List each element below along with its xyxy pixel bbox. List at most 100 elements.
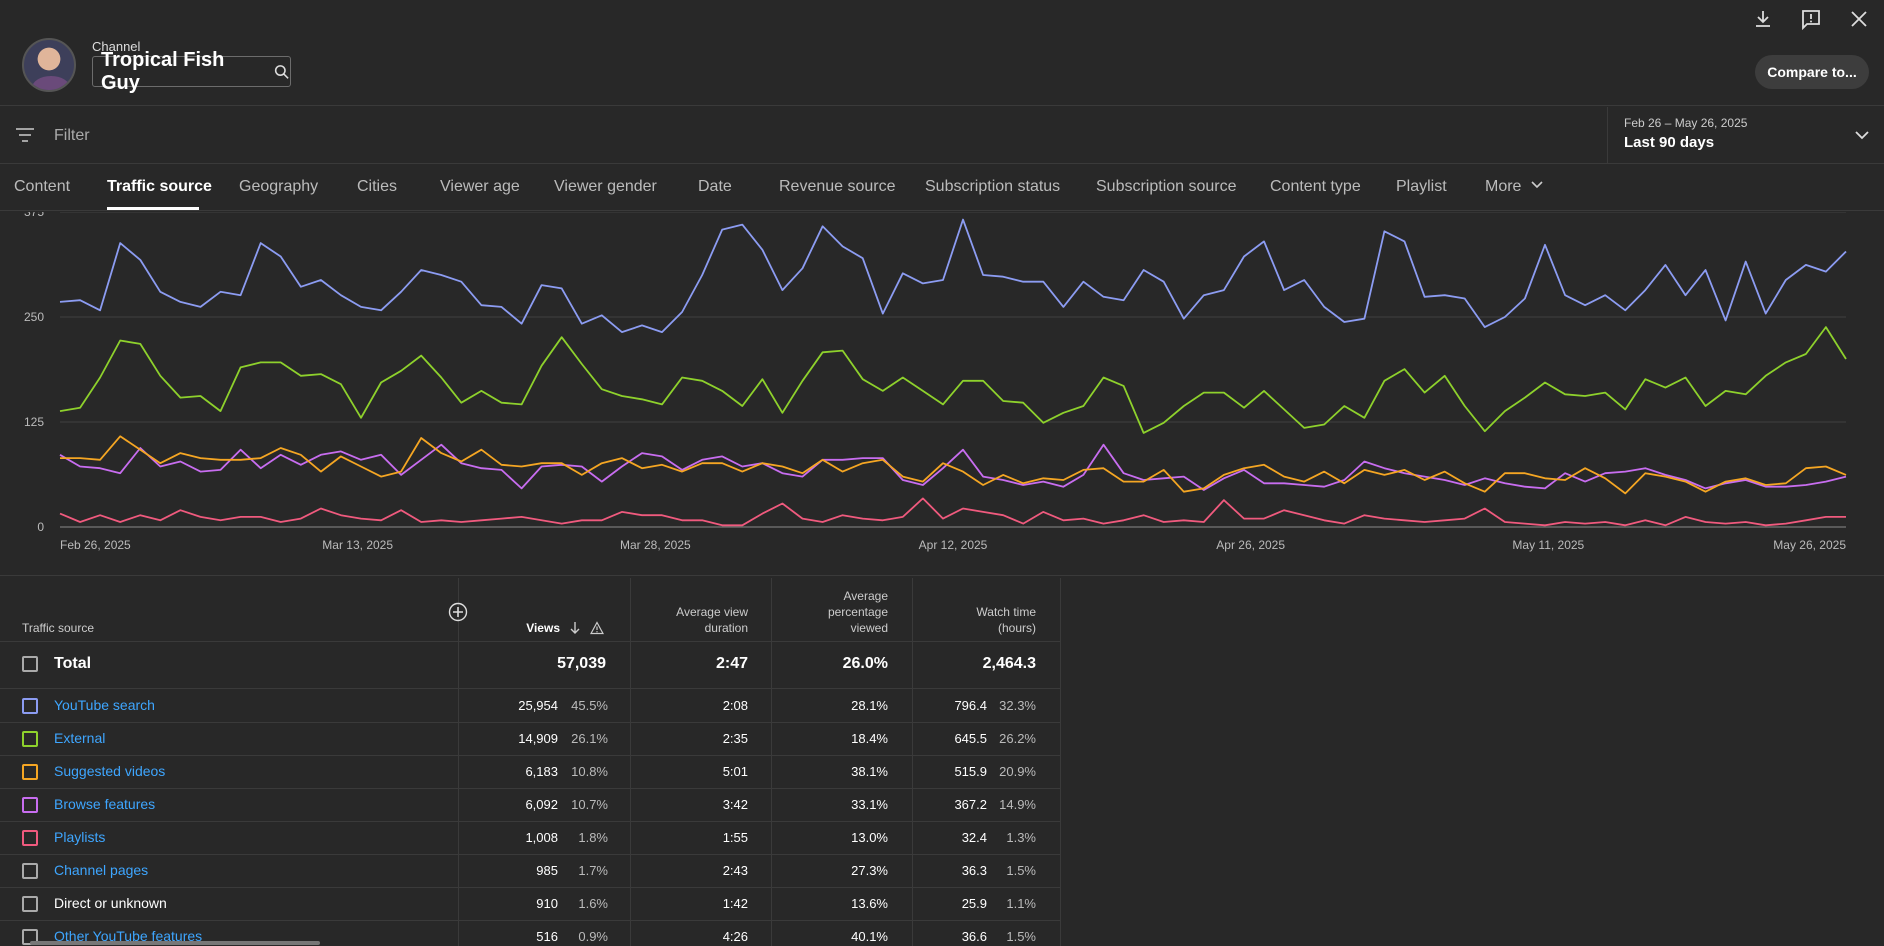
row-checkbox[interactable]: [22, 830, 38, 846]
x-tick-label: Mar 28, 2025: [620, 538, 691, 552]
header-watch-line2: (hours): [997, 621, 1036, 635]
avg-view-duration-value: 4:26: [722, 929, 748, 944]
traffic-source-link[interactable]: Direct or unknown: [54, 895, 167, 911]
row-checkbox[interactable]: [22, 698, 38, 714]
tab-subscription-status[interactable]: Subscription status: [925, 178, 1061, 195]
avg-view-duration-value: 1:42: [722, 896, 748, 911]
tab-date[interactable]: Date: [698, 178, 732, 195]
header-avg-view-line2: duration: [704, 621, 748, 635]
tab-subscription-source[interactable]: Subscription source: [1096, 178, 1237, 195]
row-checkbox[interactable]: [22, 863, 38, 879]
watch-time-percentage: 26.2%: [999, 731, 1036, 746]
header-avg-view-line1: Average view: [676, 605, 748, 619]
series-line[interactable]: [60, 435, 1847, 495]
views-percentage: 1.6%: [578, 896, 608, 911]
row-checkbox[interactable]: [22, 797, 38, 813]
avg-percentage-viewed-value: 18.4%: [851, 731, 888, 746]
avg-view-duration-value: 3:42: [722, 797, 748, 812]
chevron-down-icon: [1855, 131, 1869, 140]
views-value: 14,909: [518, 731, 558, 746]
sort-arrow-down-icon[interactable]: [568, 621, 582, 635]
filter-bar: [0, 107, 1884, 164]
traffic-source-link[interactable]: Other YouTube features: [54, 928, 203, 944]
feedback-icon[interactable]: [1800, 8, 1822, 30]
watch-time-percentage: 14.9%: [999, 797, 1036, 812]
toolbar: [1752, 8, 1870, 30]
x-tick-label: May 26, 2025: [1773, 538, 1846, 552]
channel-name: Tropical Fish Guy: [101, 48, 225, 94]
series-line[interactable]: [59, 443, 1847, 491]
traffic-source-link[interactable]: YouTube search: [54, 697, 155, 713]
avg-percentage-viewed-value: 13.0%: [851, 830, 888, 845]
add-column-icon[interactable]: [448, 602, 468, 622]
header-avg-view-duration: Average view duration: [640, 604, 748, 636]
tab-revenue-source[interactable]: Revenue source: [779, 178, 896, 195]
compare-button[interactable]: Compare to...: [1755, 55, 1869, 89]
avg-view-duration-value: 2:08: [722, 698, 748, 713]
series-line[interactable]: [59, 497, 1846, 527]
avg-view-duration-value: 5:01: [722, 764, 748, 779]
tab-geography[interactable]: Geography: [239, 178, 319, 195]
watch-time-value: 645.5: [954, 731, 987, 746]
traffic-source-link[interactable]: External: [54, 730, 106, 746]
total-label: Total: [54, 655, 92, 672]
row-divider: [0, 788, 1060, 789]
avg-percentage-viewed-value: 33.1%: [851, 797, 888, 812]
x-tick-label: May 11, 2025: [1512, 538, 1584, 552]
channel-selector[interactable]: Tropical Fish Guy: [92, 49, 291, 94]
traffic-source-link[interactable]: Channel pages: [54, 862, 149, 878]
close-icon[interactable]: [1848, 8, 1870, 30]
watch-time-percentage: 1.5%: [1006, 929, 1036, 944]
watch-time-value: 515.9: [954, 764, 987, 779]
watch-time-value: 36.6: [961, 929, 987, 944]
column-divider: [630, 578, 631, 946]
horizontal-scrollbar[interactable]: [30, 941, 320, 945]
channel-avatar[interactable]: [22, 38, 76, 92]
header-avg-percentage-viewed: Average percentage viewed: [780, 588, 888, 636]
column-divider: [771, 578, 772, 946]
tab-cities[interactable]: Cities: [357, 178, 398, 195]
watch-time-percentage: 1.1%: [1006, 896, 1036, 911]
total-checkbox[interactable]: [22, 656, 38, 672]
row-divider: [0, 722, 1060, 723]
line-chart: 0 125 250 375 Feb 26, 2025 Mar 13, 2025 Mar 28…: [24, 212, 1847, 552]
date-range-text: Feb 26 – May 26, 2025: [1624, 116, 1748, 130]
tab-playlist[interactable]: Playlist: [1396, 178, 1447, 195]
y-tick-label: 250: [24, 310, 44, 324]
series-line[interactable]: [59, 326, 1847, 434]
tab-viewer-age[interactable]: Viewer age: [440, 178, 520, 195]
row-checkbox[interactable]: [22, 764, 38, 780]
row-divider: [0, 641, 1060, 642]
filter-input[interactable]: [54, 124, 1554, 148]
channel-label: Channel: [92, 39, 141, 54]
views-value: 910: [536, 896, 558, 911]
traffic-source-link[interactable]: Suggested videos: [54, 763, 166, 779]
y-tick-label: 375: [24, 212, 44, 219]
row-divider: [0, 887, 1060, 888]
traffic-source-link[interactable]: Browse features: [54, 796, 156, 812]
tab-more[interactable]: More: [1485, 178, 1544, 196]
avg-view-duration-value: 1:55: [722, 830, 748, 845]
tab-content[interactable]: Content: [14, 178, 71, 195]
column-divider: [912, 578, 913, 946]
views-percentage: 10.8%: [571, 764, 608, 779]
views-percentage: 45.5%: [571, 698, 608, 713]
date-range-selector[interactable]: Feb 26 – May 26, 2025 Last 90 days: [1607, 107, 1884, 164]
watch-time-percentage: 1.3%: [1006, 830, 1036, 845]
header-views[interactable]: Views: [526, 621, 560, 635]
series-line[interactable]: [59, 218, 1847, 333]
tab-traffic-source[interactable]: Traffic source: [107, 178, 212, 195]
filter-icon[interactable]: [15, 126, 35, 144]
traffic-chart: 0 125 250 375 Feb 26, 2025 Mar 13, 2025 Mar 28…: [0, 212, 1884, 576]
row-divider: [0, 688, 1060, 689]
total-views: 57,039: [557, 655, 606, 672]
traffic-source-link[interactable]: Playlists: [54, 829, 106, 845]
header-watch-time: Watch time (hours): [920, 604, 1036, 636]
row-checkbox[interactable]: [22, 731, 38, 747]
row-divider: [0, 920, 1060, 921]
download-icon[interactable]: [1752, 8, 1774, 30]
search-icon[interactable]: [274, 64, 290, 80]
row-checkbox[interactable]: [22, 896, 38, 912]
tab-viewer-gender[interactable]: Viewer gender: [554, 178, 657, 195]
tab-content-type[interactable]: Content type: [1270, 178, 1361, 195]
